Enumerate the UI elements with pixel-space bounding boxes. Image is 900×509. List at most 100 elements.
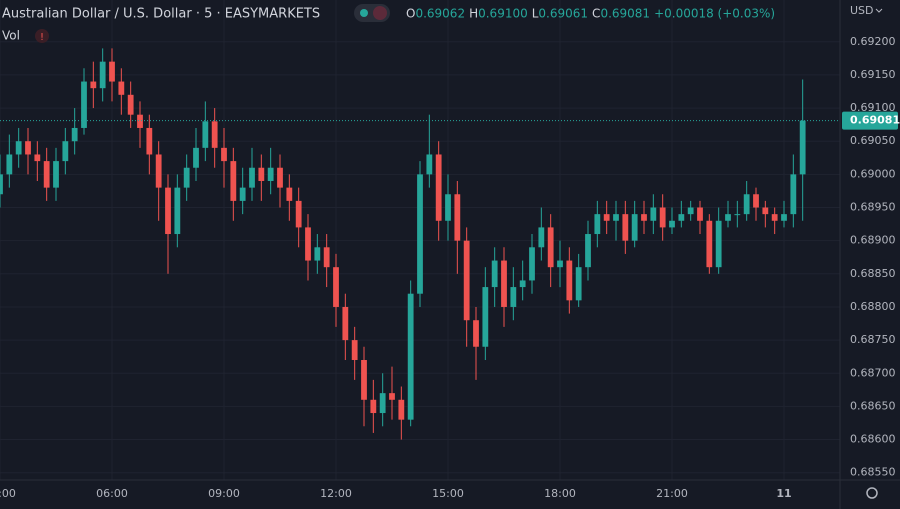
y-tick-label: 0.69000: [850, 167, 896, 180]
candle-body: [305, 227, 311, 261]
candle-body: [743, 194, 750, 215]
candle-body: [669, 220, 675, 228]
candles: [0, 48, 840, 440]
candle-body: [678, 214, 685, 221]
candle-body: [594, 214, 601, 235]
y-tick-label: 0.68900: [850, 234, 896, 247]
candle-body: [165, 187, 171, 235]
candle-body: [613, 214, 619, 221]
candle-body: [407, 293, 414, 420]
candle-body: [146, 127, 153, 155]
candle-body: [491, 260, 498, 288]
candle-body: [323, 247, 330, 268]
candle-body: [706, 220, 713, 268]
candle-body: [295, 200, 302, 228]
y-tick-label: 0.68550: [850, 466, 896, 479]
x-tick-label: 06:00: [96, 487, 128, 500]
candle-body: [15, 141, 22, 155]
ohlc-key: L: [532, 7, 539, 21]
y-tick-label: 0.69100: [850, 101, 896, 114]
y-tick-label: 0.69050: [850, 134, 896, 147]
candle-body: [463, 240, 470, 321]
candle-body: [249, 167, 255, 188]
candle-body: [389, 393, 395, 400]
toggle-pill[interactable]: [354, 4, 390, 22]
candle-body: [790, 174, 797, 215]
candle-body: [445, 194, 451, 221]
chart-title: Australian Dollar / U.S. Dollar · 5 · EA…: [2, 7, 320, 22]
warning-mark: !: [40, 32, 44, 43]
candle-body: [454, 194, 461, 241]
x-tick-label: 11: [776, 487, 791, 500]
y-tick-label: 0.68750: [850, 333, 896, 346]
candle-body: [417, 174, 423, 294]
ohlc-value: 0.69061: [538, 7, 588, 21]
candle-body: [659, 207, 666, 228]
candle-body: [118, 81, 125, 95]
candle-body: [510, 287, 517, 307]
candle-body: [641, 214, 647, 221]
warning-icon[interactable]: [35, 29, 49, 43]
candle-body: [398, 399, 405, 420]
candle-body: [314, 247, 321, 261]
candle-body: [725, 214, 731, 221]
settings-icon[interactable]: [866, 487, 878, 499]
candle-body: [753, 194, 759, 208]
candle-body: [585, 234, 591, 268]
currency-chevron: [875, 8, 883, 13]
candle-body: [71, 127, 78, 142]
candle-body: [715, 220, 722, 268]
candle-body: [538, 227, 545, 248]
candle-body: [267, 167, 274, 181]
x-tick-label: 09:00: [208, 487, 240, 500]
candle-body: [202, 121, 209, 148]
candle-body: [697, 207, 703, 221]
candle-body: [631, 214, 638, 241]
y-tick-label: 0.68600: [850, 433, 896, 446]
x-tick-label: 15:00: [432, 487, 464, 500]
candle-body: [277, 167, 283, 188]
candle-body: [155, 154, 162, 188]
candle-body: [519, 280, 526, 288]
candle-body: [99, 61, 106, 89]
candle-body: [333, 267, 339, 307]
candle-body: [53, 161, 59, 188]
candle-body: [25, 141, 31, 155]
candle-body: [575, 267, 582, 301]
candle-body: [174, 187, 181, 235]
candle-body: [799, 120, 806, 175]
x-tick-label: 21:00: [656, 487, 688, 500]
ohlc-key: O: [406, 7, 415, 21]
candle-body: [762, 207, 769, 215]
y-tick-label: 0.68950: [850, 201, 896, 214]
currency-label[interactable]: USD: [850, 4, 874, 17]
x-tick-label: 18:00: [544, 487, 576, 500]
candle-body: [435, 154, 442, 221]
x-tick-label: 03:00: [0, 487, 16, 500]
x-tick-label: 12:00: [320, 487, 352, 500]
candle-body: [137, 114, 143, 128]
candle-body: [482, 287, 489, 347]
ohlc-value: 0.69062: [415, 7, 465, 21]
candle-body: [43, 161, 50, 188]
candle-body: [650, 207, 657, 221]
ohlc-key: H: [469, 7, 478, 21]
y-tick-label: 0.68650: [850, 399, 896, 412]
candle-body: [622, 214, 629, 241]
candle-body: [426, 154, 433, 175]
candle-body: [127, 94, 134, 115]
candle-body: [547, 227, 554, 268]
last-price-box: [842, 111, 898, 130]
candle-body: [566, 260, 573, 301]
candle-body: [81, 81, 87, 128]
candle-body: [687, 207, 694, 215]
candle-body: [239, 187, 246, 201]
y-tick-label: 0.68800: [850, 300, 896, 313]
ohlc-key: C: [592, 7, 600, 21]
candle-body: [557, 260, 563, 268]
candle-body: [230, 161, 237, 201]
candle-body: [62, 141, 69, 162]
candle-body: [379, 393, 386, 414]
